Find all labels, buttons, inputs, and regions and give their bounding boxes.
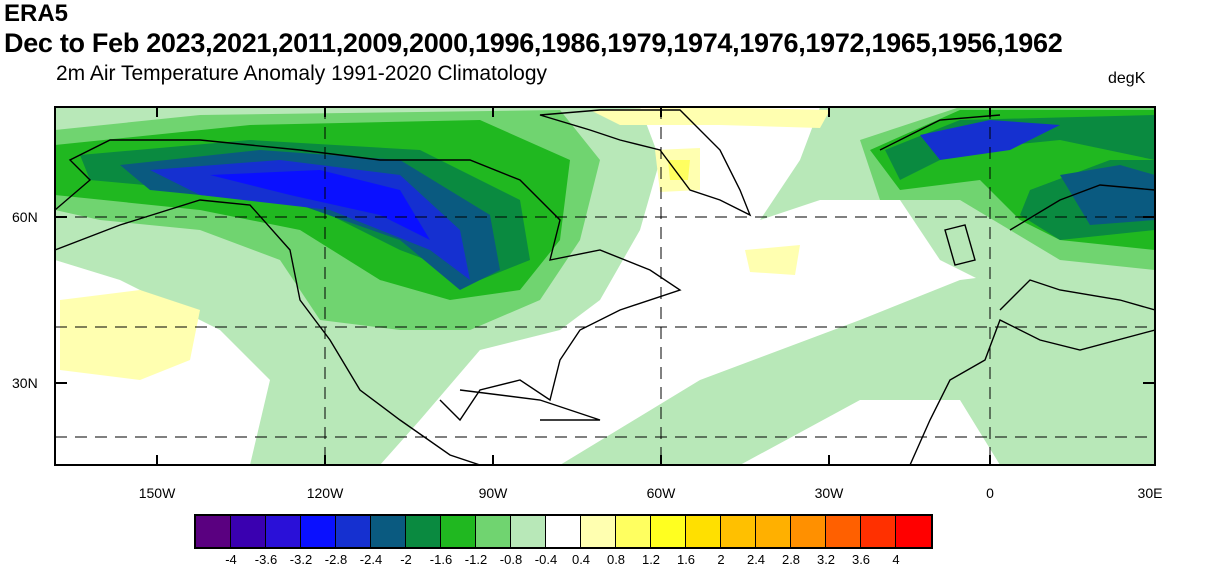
colorbar-tick-label: 3.6: [851, 552, 871, 567]
colorbar: [194, 514, 933, 549]
colorbar-tick-label: 0.8: [606, 552, 626, 567]
colorbar-swatch: [546, 516, 581, 547]
colorbar-swatch: [301, 516, 336, 547]
colorbar-tick-label: 3.2: [816, 552, 836, 567]
colorbar-swatch: [336, 516, 371, 547]
gridlines: [55, 107, 1155, 465]
colorbar-tick-label: -1.6: [429, 552, 453, 567]
season-years-title: Dec to Feb 2023,2021,2011,2009,2000,1996…: [4, 28, 1063, 58]
colorbar-swatch: [476, 516, 511, 547]
lon-label: 30W: [814, 485, 844, 501]
coastlines: [55, 109, 1155, 465]
lat-label-60n: 60N: [12, 209, 38, 225]
colorbar-tick-label: -0.8: [499, 552, 523, 567]
colorbar-tick-label: -3.6: [254, 552, 278, 567]
colorbar-swatch: [826, 516, 861, 547]
colorbar-swatch: [441, 516, 476, 547]
colorbar-swatch: [266, 516, 301, 547]
colorbar-tick-label: 1.2: [641, 552, 661, 567]
colorbar-swatch: [721, 516, 756, 547]
colorbar-tick-label: -2: [400, 552, 412, 567]
colorbar-tick-label: 2: [717, 552, 725, 567]
lon-label: 120W: [306, 485, 344, 501]
lon-label: 0: [986, 485, 994, 501]
colorbar-tick-label: -3.2: [289, 552, 313, 567]
colorbar-tick-label: 2.4: [746, 552, 766, 567]
lat-label-30n: 30N: [12, 375, 38, 391]
colorbar-swatch: [511, 516, 546, 547]
dataset-title: ERA5: [4, 0, 69, 27]
colorbar-swatch: [406, 516, 441, 547]
colorbar-swatch: [651, 516, 686, 547]
lon-label: 150W: [138, 485, 176, 501]
colorbar-tick-label: -2.4: [359, 552, 383, 567]
colorbar-tick-label: -0.4: [534, 552, 558, 567]
variable-subtitle: 2m Air Temperature Anomaly 1991-2020 Cli…: [56, 62, 548, 85]
map-frame: [54, 106, 1156, 466]
colorbar-swatch: [581, 516, 616, 547]
colorbar-tick-label: 1.6: [676, 552, 696, 567]
colorbar-tick-label: -2.8: [324, 552, 348, 567]
colorbar-swatch: [231, 516, 266, 547]
colorbar-tick-label: 4: [892, 552, 900, 567]
colorbar-swatch: [756, 516, 791, 547]
lon-label: 30E: [1137, 485, 1163, 501]
units-label: degK: [1108, 70, 1146, 87]
colorbar-tick-label: -4: [225, 552, 237, 567]
colorbar-tick-label: 2.8: [781, 552, 801, 567]
colorbar-swatch: [686, 516, 721, 547]
colorbar-swatch: [896, 516, 931, 547]
axis-ticks: [55, 107, 1155, 465]
colorbar-swatch: [791, 516, 826, 547]
colorbar-tick-label: 0.4: [571, 552, 591, 567]
lon-label: 90W: [478, 485, 508, 501]
lon-label: 60W: [646, 485, 676, 501]
colorbar-swatch: [196, 516, 231, 547]
colorbar-swatch: [616, 516, 651, 547]
colorbar-tick-label: -1.2: [464, 552, 488, 567]
colorbar-swatch: [861, 516, 896, 547]
colorbar-swatch: [371, 516, 406, 547]
